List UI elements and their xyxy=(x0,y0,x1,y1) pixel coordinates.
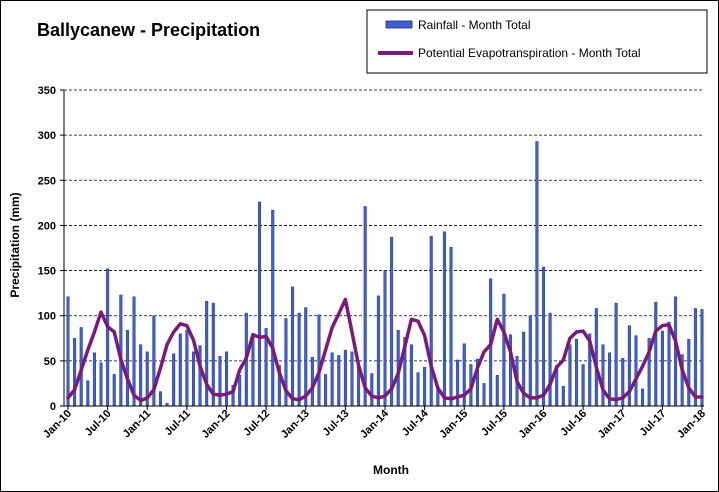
y-tick-label: 200 xyxy=(38,220,56,232)
y-tick-label: 250 xyxy=(38,175,56,187)
rainfall-bar xyxy=(185,329,189,407)
y-tick-label: 0 xyxy=(50,401,56,413)
rainfall-bar xyxy=(390,236,394,407)
pet-series-line xyxy=(66,297,704,403)
y-tick-label: 50 xyxy=(44,356,56,368)
rainfall-bar xyxy=(73,338,77,407)
rainfall-bar xyxy=(66,296,70,407)
rainfall-bar xyxy=(363,206,367,407)
legend: Rainfall - Month Total Potential Evapotr… xyxy=(366,9,708,74)
rainfall-bar xyxy=(495,375,499,407)
rainfall-bar xyxy=(125,329,129,407)
rainfall-bars xyxy=(66,141,704,407)
y-tick-label: 350 xyxy=(38,85,56,97)
rainfall-bar xyxy=(172,353,176,407)
rainfall-bar xyxy=(528,315,532,407)
rainfall-bar xyxy=(106,268,110,407)
x-axis-title: Month xyxy=(373,463,409,477)
rainfall-bar xyxy=(350,351,354,407)
rainfall-bar xyxy=(258,201,262,407)
pet-line-layer xyxy=(66,297,704,403)
rainfall-bar xyxy=(205,301,209,407)
rainfall-bar xyxy=(561,385,565,407)
rainfall-bar xyxy=(337,355,341,407)
rainfall-bar xyxy=(456,359,460,407)
chart-title: Ballycanew - Precipitation xyxy=(37,20,260,40)
rainfall-bar xyxy=(251,333,255,407)
rainfall-bar xyxy=(343,349,347,407)
rainfall-bar xyxy=(191,351,195,407)
y-axis-title: Precipitation (mm) xyxy=(8,192,22,297)
rainfall-bar xyxy=(224,351,228,407)
rainfall-bar xyxy=(92,352,96,407)
rainfall-bar xyxy=(634,335,638,407)
rainfall-bar xyxy=(198,345,202,407)
rainfall-bar xyxy=(449,246,453,407)
rainfall-bar xyxy=(158,391,162,407)
rainfall-bar xyxy=(86,380,90,407)
rainfall-bar xyxy=(575,338,579,407)
rainfall-bar xyxy=(581,364,585,407)
rainfall-bar xyxy=(324,374,328,407)
y-tick-label: 100 xyxy=(38,311,56,323)
rainfall-bar xyxy=(297,312,301,407)
rainfall-bar xyxy=(330,352,334,407)
rainfall-bar xyxy=(317,314,321,407)
rainfall-bar xyxy=(416,372,420,407)
rainfall-bar xyxy=(178,333,182,407)
rainfall-bar xyxy=(641,388,645,407)
rainfall-bar xyxy=(370,373,374,407)
rainfall-bar xyxy=(548,312,552,407)
rainfall-bar xyxy=(304,307,308,407)
rainfall-bar xyxy=(291,286,295,407)
rainfall-bar xyxy=(112,374,116,407)
rainfall-bar xyxy=(700,309,704,407)
rainfall-bar xyxy=(271,209,275,407)
rainfall-bar xyxy=(614,302,618,407)
rainfall-bar xyxy=(687,338,691,407)
rainfall-bar xyxy=(442,231,446,407)
legend-rainfall-label: Rainfall - Month Total xyxy=(418,18,531,32)
rainfall-bar xyxy=(218,356,222,407)
rainfall-bar xyxy=(238,375,242,407)
legend-box xyxy=(366,9,708,74)
rainfall-bar xyxy=(502,293,506,407)
y-tick-label: 300 xyxy=(38,130,56,142)
legend-pet-label: Potential Evapotranspiration - Month Tot… xyxy=(418,46,641,60)
rainfall-bar xyxy=(383,270,387,407)
rainfall-bar xyxy=(693,308,697,407)
rainfall-bar xyxy=(376,295,380,407)
rainfall-bar xyxy=(139,344,143,407)
rainfall-bar xyxy=(660,330,664,407)
rainfall-bar xyxy=(429,236,433,407)
rainfall-bar xyxy=(99,362,103,407)
rainfall-bar xyxy=(535,141,539,407)
rainfall-bar xyxy=(654,301,658,407)
rainfall-bar xyxy=(542,266,546,407)
rainfall-bar xyxy=(568,344,572,407)
rainfall-bar xyxy=(423,366,427,407)
y-tick-label: 150 xyxy=(38,266,56,278)
rainfall-bar xyxy=(482,383,486,407)
rainfall-bar xyxy=(601,344,605,407)
rainfall-bar xyxy=(667,321,671,407)
legend-rainfall-swatch xyxy=(385,20,413,29)
rainfall-bar xyxy=(409,344,413,407)
